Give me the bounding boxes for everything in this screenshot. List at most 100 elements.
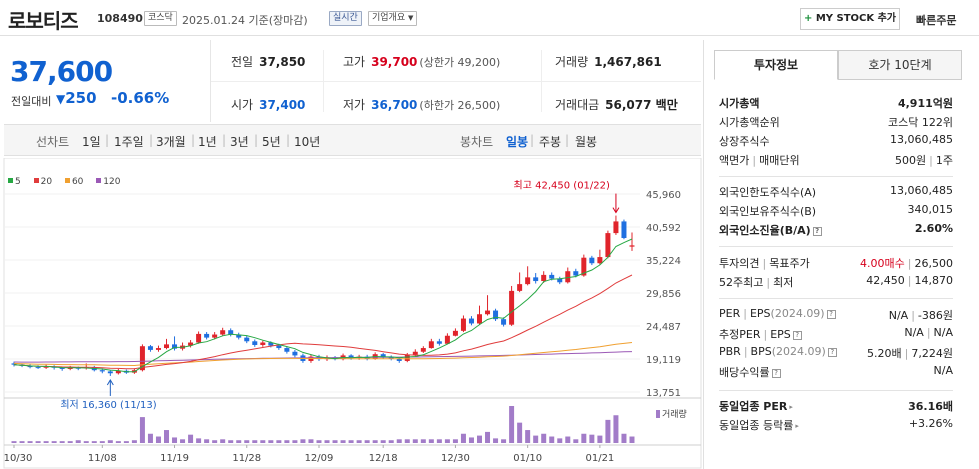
market-cap-rank-value: 코스닥 122위 [888,116,953,129]
company-overview-dropdown[interactable]: 기업개요 ▼ [368,11,418,26]
amount-value: 56,077 백만 [605,98,678,112]
help-icon[interactable]: ? [792,331,802,340]
volume-value: 1,467,861 [594,55,662,69]
volume-bar [340,440,346,443]
tab-order-book[interactable]: 호가 10단계 [838,50,962,80]
candle-body [533,277,539,282]
candle-body [348,355,354,358]
period-10y[interactable]: 10년 [294,135,321,149]
candle-body [284,348,290,352]
help-icon[interactable]: ? [771,369,781,378]
bps-label: BPS [750,345,772,358]
candle-daily[interactable]: 일봉 [506,135,529,149]
sector-change-label-wrap[interactable]: 동일업종 등락률 ▸ [719,417,799,433]
separator: | [762,257,767,270]
period-5y[interactable]: 5년 [262,135,281,149]
prev-close-value: 37,850 [259,55,306,69]
candle-chart[interactable]: 45,960 40,592 35,224 29,856 24,487 19,119 13,7… [0,158,702,469]
period-1y[interactable]: 1년 [198,135,217,149]
help-icon[interactable]: ? [827,348,837,357]
candle-body [164,344,169,349]
tab-investment-info[interactable]: 투자정보 [714,50,838,80]
period-1d[interactable]: 1일 [82,135,101,149]
chevron-right-icon: ▸ [795,422,799,430]
volume-bar [27,441,33,443]
volume-bar [501,439,507,443]
price-box: 37,600 전일대비 ▼250 -0.66% [4,40,209,122]
volume-bar [172,437,178,443]
x-tick-label: 12/18 [369,453,398,464]
separator: | [149,133,154,147]
candle-body [228,330,234,335]
pbr-bps-label-wrap: PBR | BPS(2024.09)? [719,345,837,358]
face-unit-value: 500원 | 1주 [895,152,953,168]
candle-body [525,277,531,285]
period-3m[interactable]: 3개월 [156,135,186,149]
separator: | [926,326,931,339]
candle-body [244,337,250,342]
eps-value: -386원 [917,309,953,322]
volume-bar [268,440,274,443]
separator: | [105,133,110,147]
est-per-label: 추정PER [719,328,761,341]
volume-bar [348,440,354,443]
volume-bar [276,440,282,443]
per-eps-row: PER | EPS(2024.09)? N/A | -386원 [719,307,953,325]
chart-frame [3,158,702,469]
foreign-limit-row: 외국인한도주식수(A) 13,060,485 [719,184,953,202]
open-price: 시가 37,400 [231,96,305,113]
volume-legend-label: 거래량 [662,408,687,420]
period-1w[interactable]: 1주일 [114,135,144,149]
volume-bar [629,436,635,443]
candle-body [509,290,515,325]
period-3y[interactable]: 3년 [230,135,249,149]
candle-body [196,333,202,343]
candle-monthly[interactable]: 월봉 [575,135,598,149]
low-arrow-head [106,378,114,386]
sector-per-label-wrap[interactable]: 동일업종 PER ▸ [719,398,793,414]
help-icon[interactable]: ? [826,310,836,319]
est-eps-label: EPS [770,328,791,341]
candle-weekly[interactable]: 주봉 [539,135,562,149]
volume-label: 거래량 [555,55,589,69]
candle-body [420,348,426,352]
stock-header: 로보티즈 108490 코스닥 2025.01.24 기준(장마감) 실시간 기… [0,0,979,36]
candle-body [236,334,242,338]
face-label: 액면가 [719,154,750,167]
add-mystock-button[interactable]: + MY STOCK 추가 [800,8,900,30]
y-tick-label: 45,960 [646,190,681,201]
stock-name: 로보티즈 [8,9,79,33]
candle-body [501,319,507,325]
candle-body [573,271,579,276]
volume-bar [380,440,386,443]
separator: | [743,345,748,358]
week52-label-wrap: 52주최고 | 최저 [719,274,793,290]
volume-bar [364,440,370,443]
volume-bar [164,430,169,443]
week52-label: 52주최고 [719,276,764,289]
est-per-value-wrap: N/A | N/A [904,326,953,339]
foreign-hold-row: 외국인보유주식수(B) 340,015 [719,203,953,221]
volume-bar [123,441,129,443]
candle-body [460,318,466,331]
candle-body [444,335,450,344]
volume-bar [444,439,450,443]
volume-bar [67,441,73,443]
legend-label: 5 [15,177,21,187]
quick-order-button[interactable]: 빠른주문 [916,14,957,27]
help-icon[interactable]: ? [812,227,822,236]
separator: | [565,133,570,147]
volume-bar [428,439,434,443]
week52-low-value: 14,870 [914,274,954,287]
volume-bar [212,440,218,443]
candle-body [589,257,595,264]
volume-legend-swatch [656,410,660,418]
foreign-rate-label: 외국인소진율(B/A) [719,224,811,237]
market-cap-label: 시가총액 [719,97,760,110]
market-cap-value: 4,911억원 [897,97,953,110]
realtime-button[interactable]: 실시간 [329,11,362,26]
candle-body [549,274,555,279]
separator: | [904,347,909,360]
separator: | [911,309,915,322]
candle-body [107,371,113,374]
